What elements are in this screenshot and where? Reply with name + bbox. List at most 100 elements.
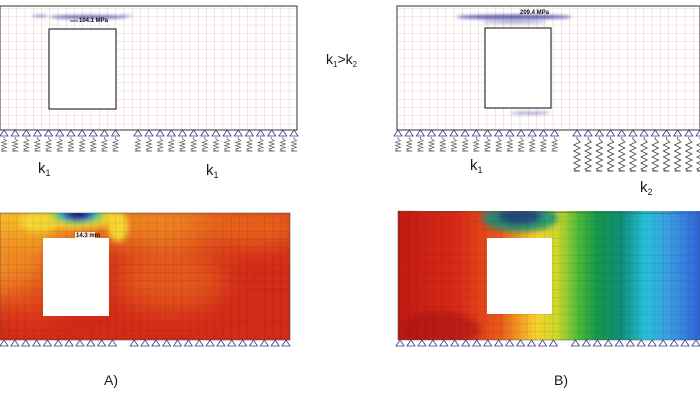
opening	[487, 238, 552, 314]
support-triangle	[43, 129, 54, 137]
panel-a-supports	[0, 129, 299, 152]
svg-text:k1: k1	[470, 157, 483, 175]
support-triangle	[99, 129, 110, 137]
support-triangle	[449, 129, 459, 137]
support-triangle	[194, 339, 204, 347]
spring	[223, 137, 231, 152]
spring	[673, 137, 682, 172]
support-triangle	[415, 129, 426, 137]
support-triangle	[248, 339, 259, 347]
spring	[190, 137, 198, 152]
support-triangle	[21, 129, 32, 137]
spring	[0, 137, 8, 152]
support-triangle	[691, 339, 700, 347]
spring	[517, 137, 525, 152]
support-triangle	[216, 339, 226, 347]
support-triangle	[278, 129, 288, 137]
support-triangle	[227, 339, 237, 347]
spring	[290, 137, 298, 152]
spring	[617, 137, 626, 172]
support-triangle	[32, 129, 43, 137]
spring	[427, 137, 436, 152]
spring	[394, 137, 402, 152]
spring	[279, 137, 287, 152]
panel-a-mesh: 104.1 MPa	[0, 5, 298, 131]
support-triangle	[222, 129, 232, 137]
support-triangle	[505, 129, 515, 137]
spring	[539, 137, 548, 152]
opening	[48, 28, 117, 110]
spring	[550, 137, 559, 152]
spring	[234, 137, 242, 152]
stress-glow	[456, 14, 572, 20]
support-triangle	[10, 339, 20, 347]
spring	[506, 137, 514, 152]
spring	[89, 137, 97, 152]
support-triangle	[684, 129, 694, 137]
support-triangle	[77, 129, 87, 137]
support-triangle	[658, 339, 668, 347]
opening	[484, 27, 552, 109]
support-triangle	[151, 339, 161, 347]
support-triangle	[461, 339, 471, 347]
support-triangle	[75, 339, 85, 347]
support-triangle	[86, 339, 96, 347]
support-triangle	[669, 339, 679, 347]
support-triangle	[527, 129, 537, 137]
spring	[245, 137, 253, 152]
panel-b-contour	[398, 211, 700, 340]
contour-callout: 14.3 mm	[76, 233, 100, 239]
spring	[145, 137, 153, 152]
support-triangle	[107, 339, 118, 347]
spring	[472, 137, 480, 152]
support-triangle	[549, 129, 560, 137]
spring	[268, 137, 276, 152]
support-triangle	[570, 339, 581, 347]
spring	[640, 137, 649, 172]
support-triangle	[583, 129, 593, 137]
spring	[134, 137, 142, 152]
spring	[45, 137, 53, 152]
support-triangle	[428, 339, 438, 347]
spring	[628, 137, 637, 172]
spring	[595, 137, 604, 172]
support-triangle	[482, 129, 493, 137]
support-triangle	[437, 129, 448, 137]
stress-glow	[50, 15, 126, 19]
support-triangle	[471, 129, 482, 137]
support-triangle	[515, 339, 526, 347]
support-triangle	[581, 339, 592, 347]
panel-b-supports	[393, 129, 700, 172]
spring	[201, 137, 209, 152]
spring	[439, 137, 447, 152]
support-triangle	[650, 129, 661, 137]
svg-text:k2: k2	[640, 179, 653, 197]
support-triangle	[281, 339, 291, 347]
support-triangle	[129, 339, 139, 347]
support-triangle	[417, 339, 427, 347]
support-triangle	[0, 339, 9, 347]
svg-text:k1: k1	[38, 160, 51, 178]
support-triangle	[603, 339, 614, 347]
support-triangle	[140, 339, 150, 347]
support-triangle	[516, 129, 526, 137]
support-triangle	[482, 339, 493, 347]
support-triangle	[439, 339, 449, 347]
support-triangle	[66, 129, 76, 137]
support-triangle	[605, 129, 616, 137]
support-triangle	[10, 129, 20, 137]
support-triangle	[266, 129, 277, 137]
spring	[495, 137, 503, 152]
spring	[483, 137, 492, 152]
support-triangle	[695, 129, 700, 137]
opening	[43, 238, 109, 316]
support-triangle	[161, 339, 172, 347]
spring	[11, 137, 19, 152]
support-triangle	[493, 129, 504, 137]
support-triangle	[20, 339, 31, 347]
spring	[584, 137, 593, 172]
support-triangle	[594, 129, 605, 137]
spring	[684, 137, 693, 172]
support-triangle	[460, 129, 470, 137]
